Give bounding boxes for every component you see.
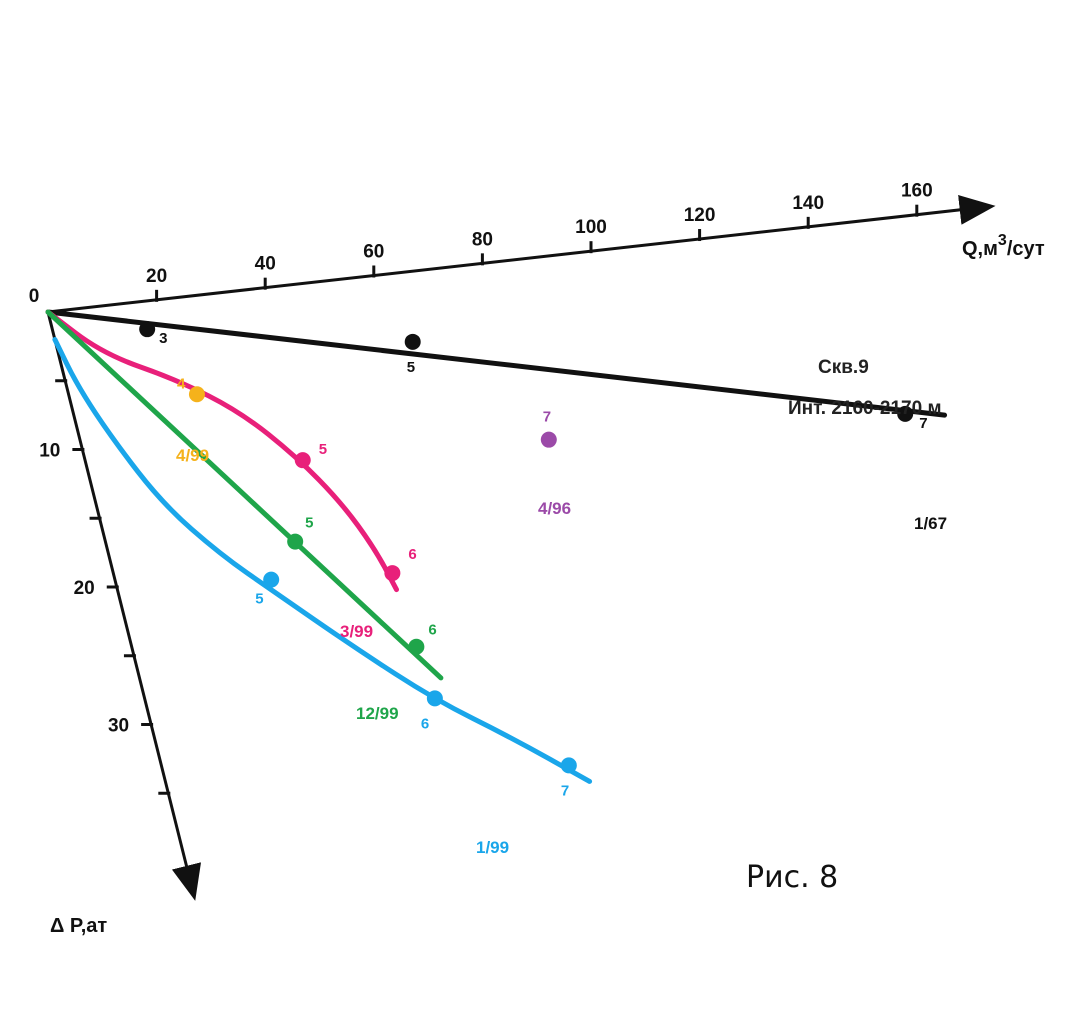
data-point-label: 5 xyxy=(319,441,327,458)
well-title: Скв.9 xyxy=(818,357,869,378)
well-interval: Инт. 2160-2170 м xyxy=(788,398,942,419)
data-point xyxy=(139,321,156,338)
data-point xyxy=(287,533,304,550)
series-line-12-99 xyxy=(45,309,444,681)
x-tick-label: 120 xyxy=(684,205,716,226)
series-line-1-99 xyxy=(52,337,593,784)
x-axis-title: Q,м3/сут xyxy=(962,232,1045,260)
data-point-label: 7 xyxy=(919,415,927,432)
series-label: 1/99 xyxy=(476,838,509,857)
data-point xyxy=(263,571,280,588)
data-point xyxy=(294,452,311,469)
data-point-label: 6 xyxy=(428,622,436,639)
data-point-label: 5 xyxy=(305,515,313,532)
data-point-label: 3 xyxy=(159,330,167,347)
x-tick-label: 140 xyxy=(792,193,824,214)
series-line-1-67 xyxy=(45,309,948,418)
series-label: 4/96 xyxy=(538,499,571,518)
x-axis-line xyxy=(47,194,996,314)
data-point-label: 7 xyxy=(543,409,551,426)
y-tick-label: 10 xyxy=(39,441,60,462)
data-point xyxy=(408,638,425,655)
data-point-label: 7 xyxy=(561,782,569,799)
data-point-label: 6 xyxy=(421,715,429,732)
data-point xyxy=(188,386,205,403)
data-point-label: 5 xyxy=(407,359,415,376)
series-label: 1/67 xyxy=(914,514,947,533)
data-point xyxy=(384,565,401,582)
x-tick-label: 160 xyxy=(901,181,933,202)
series-label: 12/99 xyxy=(356,704,399,723)
data-point-label: 4 xyxy=(177,375,186,392)
data-point xyxy=(426,690,443,707)
data-point-label: 6 xyxy=(408,546,416,563)
data-point xyxy=(540,431,557,448)
data-point-label: 5 xyxy=(255,591,263,608)
x-tick-label: 100 xyxy=(575,217,607,238)
data-point xyxy=(897,405,914,422)
x-tick-label: 20 xyxy=(146,266,167,287)
series-label: 3/99 xyxy=(340,622,373,641)
x-tick-label: 40 xyxy=(255,254,276,275)
origin-label: 0 xyxy=(29,286,40,307)
figure-caption: Рис. 8 xyxy=(746,860,839,895)
y-tick-label: 20 xyxy=(74,578,95,599)
x-tick-label: 60 xyxy=(363,242,384,263)
series-label: 4/99 xyxy=(176,446,209,465)
y-axis-line xyxy=(46,311,202,901)
x-tick-label: 80 xyxy=(472,229,493,250)
data-point xyxy=(560,757,577,774)
y-tick-label: 30 xyxy=(108,716,129,737)
data-point xyxy=(404,333,421,350)
y-axis-title: Δ P,ат xyxy=(50,915,107,937)
series-line-3-99 xyxy=(45,309,399,593)
